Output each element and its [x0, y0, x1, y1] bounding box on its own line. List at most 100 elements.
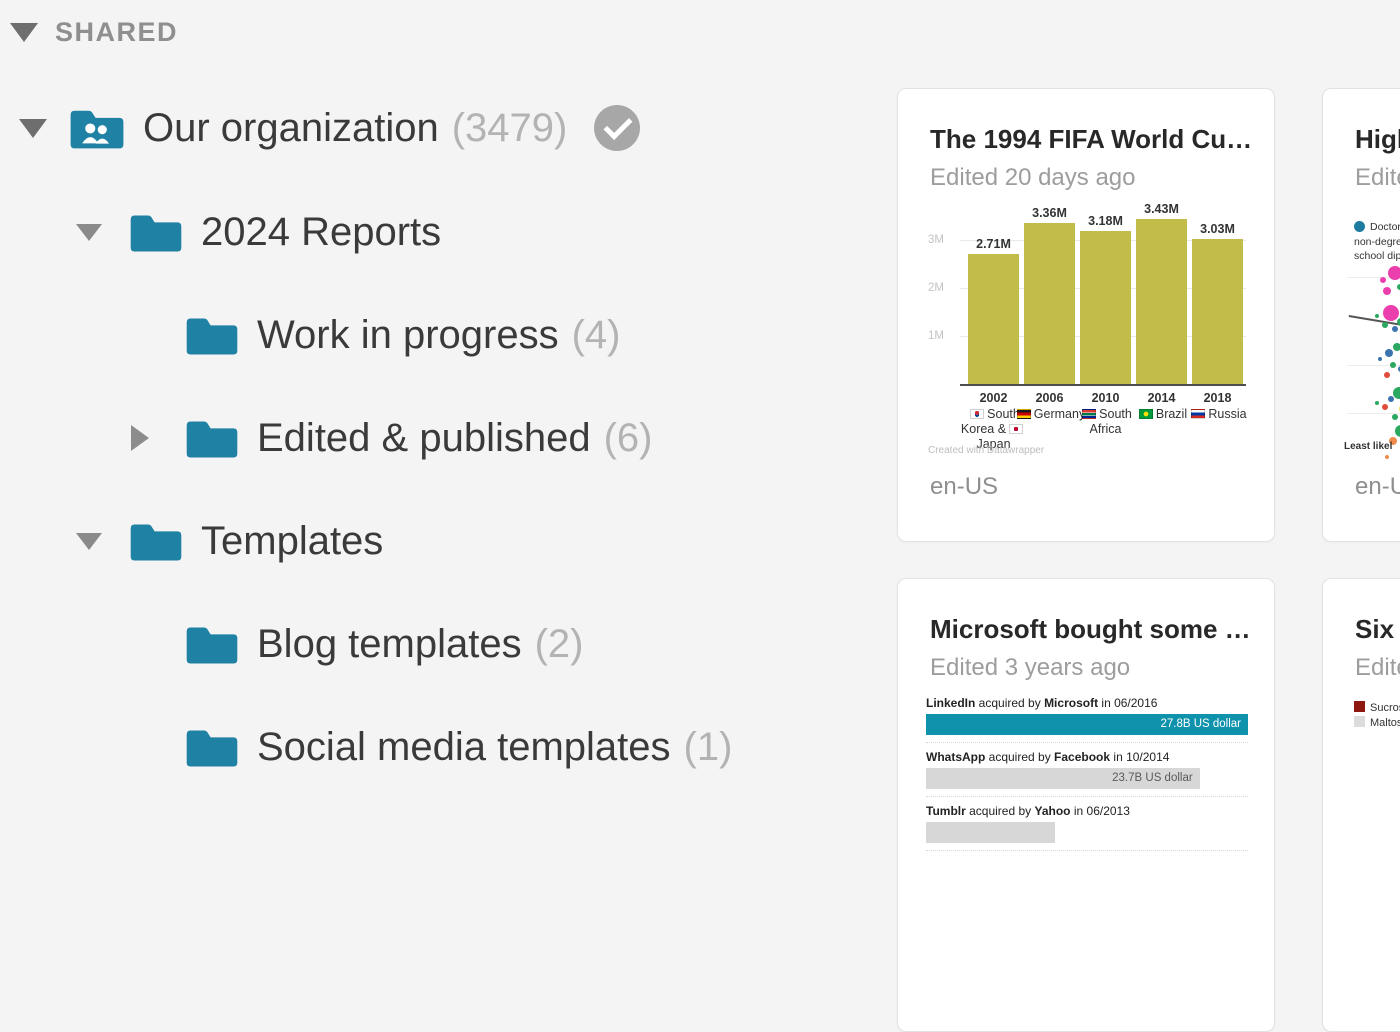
language-tag: en-US	[930, 473, 999, 500]
acquisition-row: LinkedIn acquired by Microsoft in 06/201…	[926, 696, 1248, 743]
x-axis-label: 2014 Brazil	[1120, 391, 1203, 422]
flag-kr-icon	[970, 409, 985, 419]
x-axis-label: 2018 Russia	[1176, 391, 1259, 422]
collapse-triangle-icon[interactable]	[76, 223, 102, 241]
scatter-axis-note: Least likel	[1344, 441, 1393, 452]
scatter-dot	[1382, 404, 1388, 410]
scatter-dot	[1378, 357, 1382, 361]
horizontal-bar-chart-thumbnail: LinkedIn acquired by Microsoft in 06/201…	[926, 696, 1248, 858]
card-edited-timestamp: Edited 20 days ago	[930, 164, 1136, 191]
bar-value-label: 3.36M	[1032, 205, 1067, 220]
chart-gridline	[1347, 277, 1400, 278]
bar	[1192, 238, 1243, 384]
x-axis-label: 2006 Germany	[1008, 391, 1091, 422]
acquisition-label: LinkedIn acquired by Microsoft in 06/201…	[926, 696, 1158, 710]
scatter-dot	[1393, 343, 1400, 351]
scatter-dot	[1384, 372, 1390, 378]
bar	[1136, 219, 1187, 384]
legend-line: non-degree aw	[1354, 235, 1400, 248]
folder-label: Edited & published	[257, 415, 591, 460]
folder-icon	[130, 215, 182, 252]
x-axis-year: 2014	[1147, 391, 1176, 405]
bar	[1080, 231, 1131, 384]
bar	[968, 253, 1019, 384]
value-bar: 27.8B US dollar	[926, 714, 1248, 735]
sidebar-item-templates[interactable]: Templates	[0, 512, 396, 570]
folder-count: (4)	[571, 312, 621, 357]
card-edited-timestamp: Edited 3 years ago	[930, 654, 1131, 681]
scatter-dot	[1385, 455, 1389, 459]
legend-line: Doctoral &	[1370, 221, 1400, 233]
x-axis-year: 2002	[979, 391, 1008, 405]
card-edited-timestamp: Edite	[1355, 654, 1400, 681]
scatter-dot	[1389, 437, 1397, 445]
folder-label: Blog templates	[257, 621, 522, 666]
scatter-dot	[1390, 362, 1396, 368]
chart-card-higher-education[interactable]: High Edite Doctoral & non-degree aw scho…	[1322, 88, 1400, 542]
scatter-dot	[1388, 266, 1400, 280]
datawrapper-attribution: Created with Datawrapper	[928, 445, 1045, 456]
acquisition-label: Tumblr acquired by Yahoo in 06/2013	[926, 804, 1130, 818]
chart-card-microsoft-acquisitions[interactable]: Microsoft bought some … Edited 3 years a…	[897, 578, 1275, 1032]
folder-icon	[186, 730, 238, 767]
value-bar: 23.7B US dollar	[926, 768, 1200, 789]
bar-value-label: 27.8B US dollar	[1160, 718, 1241, 730]
y-axis-tick: 1M	[928, 330, 944, 342]
scatter-dot	[1383, 305, 1399, 321]
legend-dot-icon	[1354, 221, 1365, 232]
scatter-chart-thumbnail	[1347, 261, 1400, 469]
chart-gridline	[1347, 413, 1400, 414]
x-axis-host-line: South	[952, 407, 1035, 422]
bar-chart-thumbnail: 3M 2M 1M 2.71M 3.36M 3.18M 3.43M 3.03M 2002 South…	[926, 202, 1248, 451]
sidebar-item-our-organization[interactable]: Our organization (3479)	[0, 99, 641, 157]
x-axis-host-line: South	[1064, 407, 1147, 422]
acquisition-row: WhatsApp acquired by Facebook in 10/2014…	[926, 750, 1248, 797]
shared-section-header[interactable]: SHARED	[0, 13, 178, 51]
legend-line: Sucrose (F	[1370, 702, 1400, 714]
x-axis-host-line: Korea &	[952, 422, 1035, 437]
y-axis-tick: 3M	[928, 234, 944, 246]
bar-value-label: 3.18M	[1088, 214, 1123, 229]
expand-triangle-icon[interactable]	[131, 425, 149, 451]
chart-card-six-kinds[interactable]: Six k Edite Sucrose (F Maltose or	[1322, 578, 1400, 1032]
chart-gridline	[1347, 365, 1400, 366]
organization-folder-icon	[70, 110, 124, 149]
scatter-dot	[1375, 314, 1379, 318]
x-axis-host-line: Brazil	[1120, 407, 1203, 422]
flag-jp-icon	[1009, 424, 1024, 434]
sidebar-item-blog-templates[interactable]: Blog templates (2)	[0, 615, 583, 673]
chart-card-fifa-world-cup[interactable]: The 1994 FIFA World Cu… Edited 20 days a…	[897, 88, 1275, 542]
folder-tree-sidebar: SHARED Our organization (3479) 2024 Repo…	[0, 0, 880, 778]
legend-line: Maltose or	[1370, 717, 1400, 729]
folder-icon	[130, 524, 182, 561]
sidebar-item-2024-reports[interactable]: 2024 Reports	[0, 203, 454, 261]
sidebar-item-social-media-templates[interactable]: Social media templates (1)	[0, 718, 732, 776]
folder-label: Templates	[201, 518, 384, 563]
scatter-dot	[1395, 425, 1400, 437]
bar-value-label: 23.7B US dollar	[1112, 772, 1193, 784]
x-axis-year: 2006	[1035, 391, 1064, 405]
datawrapper-archive-page: { "sidebar": { "section_label": "SHARED"…	[0, 0, 1400, 778]
scatter-dot	[1388, 396, 1394, 402]
scatter-dot	[1383, 287, 1391, 295]
collapse-triangle-icon[interactable]	[76, 532, 102, 550]
flag-de-icon	[1016, 409, 1031, 419]
scatter-dot	[1375, 401, 1379, 405]
folder-count: (2)	[534, 621, 584, 666]
sidebar-item-edited-published[interactable]: Edited & published (6)	[0, 409, 652, 467]
bar	[1024, 222, 1075, 384]
card-edited-timestamp: Edite	[1355, 164, 1400, 191]
collapse-triangle-icon[interactable]	[10, 22, 38, 42]
card-title: The 1994 FIFA World Cu…	[930, 124, 1253, 154]
scatter-dot	[1393, 387, 1400, 399]
scatter-dot	[1392, 326, 1398, 332]
acquisition-label: WhatsApp acquired by Facebook in 10/2014	[926, 750, 1170, 764]
chart-legend: Sucrose (F Maltose or	[1354, 701, 1400, 731]
scatter-dot	[1397, 284, 1400, 290]
x-axis-year: 2010	[1091, 391, 1120, 405]
sidebar-item-work-in-progress[interactable]: Work in progress (4)	[0, 306, 620, 364]
shared-section-label: SHARED	[55, 16, 179, 47]
card-title: Six k	[1355, 614, 1400, 644]
collapse-triangle-icon[interactable]	[19, 118, 47, 138]
selected-check-badge[interactable]	[594, 105, 641, 151]
